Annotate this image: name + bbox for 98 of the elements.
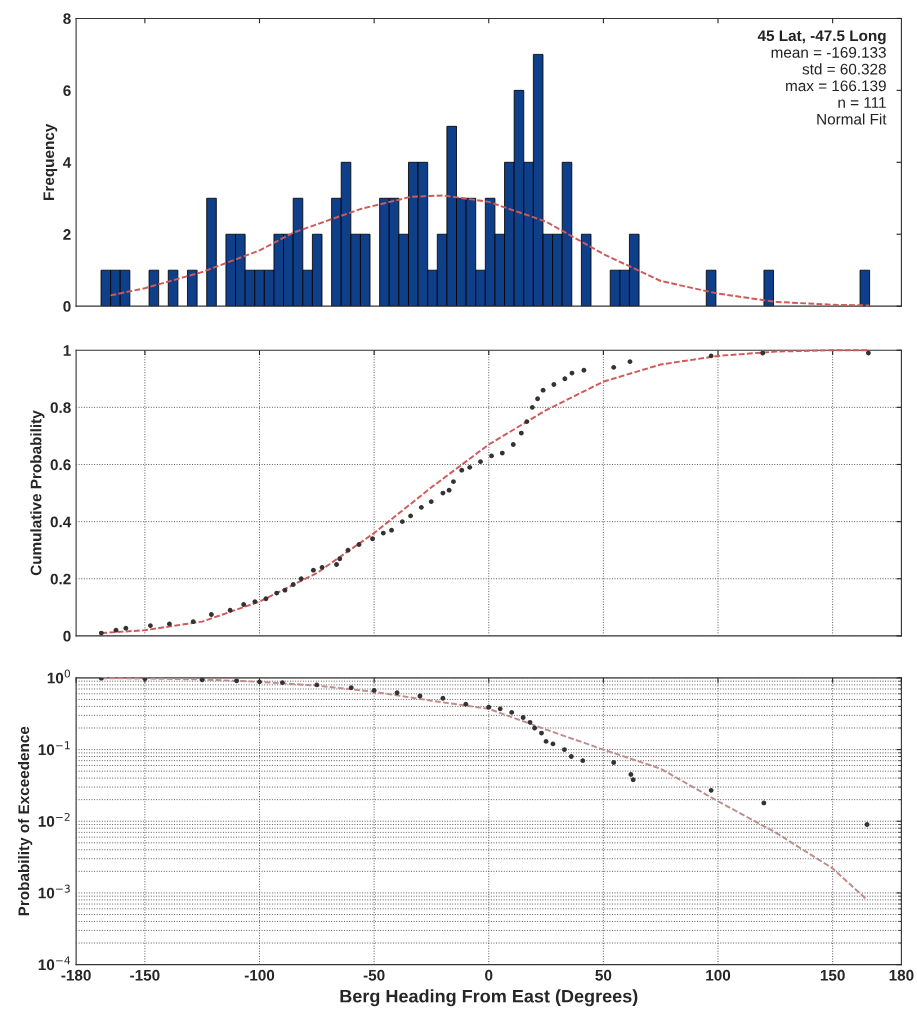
y-axis-title: Probability of Exceedence	[17, 726, 33, 916]
y-tick-label: 10$^{−3}$	[38, 884, 70, 899]
point	[98, 677, 104, 681]
point	[611, 364, 617, 370]
point	[562, 376, 568, 382]
x-tick-label: 0	[485, 969, 493, 981]
point	[580, 758, 586, 764]
x-tick-label: 150	[820, 969, 845, 981]
x-tick-label: -100	[244, 969, 275, 981]
y-tick-label: 0.2	[50, 573, 71, 585]
x-tick-label: -180	[61, 969, 91, 981]
point	[190, 619, 196, 625]
point	[509, 710, 515, 715]
point	[282, 587, 288, 593]
annotation: std = 60.328	[802, 63, 886, 75]
y-tick-label: 4	[62, 157, 72, 168]
point	[199, 677, 205, 683]
point	[123, 625, 129, 631]
point	[440, 695, 446, 701]
point	[524, 419, 530, 425]
point	[399, 519, 405, 525]
point	[298, 576, 304, 582]
point	[535, 396, 540, 402]
point	[581, 367, 587, 373]
point	[274, 590, 280, 596]
x-tick-label: -150	[130, 969, 160, 981]
point	[568, 754, 574, 759]
y-tick-label: 0	[63, 630, 71, 642]
y-tick-label: 10$^{−2}$	[38, 812, 70, 827]
annotation: max = 166.139	[786, 80, 886, 92]
annotation: mean = -169.133	[771, 47, 886, 58]
point	[497, 706, 503, 712]
y-tick-label: 0.8	[50, 402, 71, 414]
annotation: 45 Lat, -47.5 Long	[757, 30, 886, 45]
point	[98, 630, 104, 636]
point	[486, 704, 492, 710]
line-series	[100, 677, 868, 901]
point	[562, 747, 567, 752]
x-tick-label: 180	[889, 969, 914, 981]
point	[463, 701, 469, 707]
y-axis-title: Frequency	[43, 123, 58, 200]
point	[428, 499, 434, 505]
point	[467, 464, 473, 470]
y-axis-title: Cumulative Probability	[30, 410, 45, 576]
point	[611, 760, 617, 765]
point	[241, 602, 247, 607]
point	[319, 564, 325, 570]
x-tick-label: 50	[595, 969, 612, 981]
point	[208, 612, 214, 617]
y-tick-label: 10$^{−1}$	[38, 741, 70, 756]
point	[459, 467, 465, 473]
annotation: n = 111	[838, 97, 886, 108]
point	[380, 530, 386, 536]
point	[147, 623, 153, 629]
point	[389, 527, 394, 533]
point	[337, 556, 343, 562]
point	[418, 504, 424, 510]
point	[263, 596, 269, 602]
point	[446, 487, 452, 493]
y-tick-label: 6	[63, 85, 71, 97]
point	[280, 680, 285, 685]
point	[290, 582, 296, 587]
point	[630, 777, 636, 783]
x-axis-title: Berg Heading From East (Degrees)	[340, 989, 638, 1007]
point	[518, 430, 524, 436]
point	[478, 459, 483, 465]
point	[529, 404, 535, 410]
point	[451, 479, 456, 485]
point	[527, 719, 533, 725]
y-tick-label: 0	[63, 301, 71, 312]
y-tick-label: 0.4	[50, 516, 72, 528]
point	[760, 350, 766, 356]
point	[540, 387, 546, 393]
y-tick-label: 2	[63, 229, 71, 240]
point	[234, 678, 239, 684]
point	[708, 787, 714, 793]
point	[334, 562, 339, 567]
point	[348, 685, 354, 691]
point	[370, 536, 375, 542]
y-tick-label: 1	[63, 345, 71, 356]
point	[167, 621, 172, 627]
point	[314, 682, 320, 688]
x-tick-label: 100	[706, 969, 731, 981]
annotation: Normal Fit	[817, 113, 887, 125]
point	[628, 772, 634, 777]
point	[499, 450, 505, 456]
x-tick-label: -50	[363, 969, 385, 981]
point	[510, 442, 516, 447]
point	[520, 715, 526, 720]
y-tick-label: 10$^{0}$	[47, 669, 71, 684]
y-tick-label: 8	[63, 13, 71, 25]
y-tick-label: 0.6	[50, 459, 71, 471]
point	[310, 567, 316, 573]
point	[394, 690, 400, 696]
point	[551, 382, 557, 387]
point	[227, 607, 233, 613]
y-tick-label: 10$^{−4}$	[38, 956, 71, 971]
point	[371, 687, 377, 693]
